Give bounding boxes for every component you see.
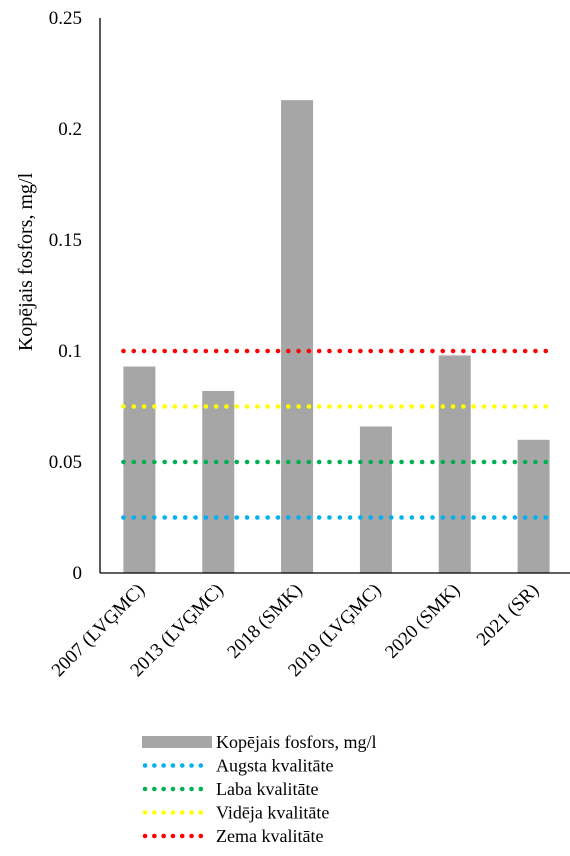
axes (99, 18, 570, 574)
x-tick-label: 2020 (SMK) (381, 580, 464, 663)
x-tick-label: 2021 (SR) (473, 580, 543, 650)
legend: Kopējais fosfors, mg/l Augsta kvalitāte La… (142, 732, 376, 846)
legend-label: Vidēja kvalitāte (216, 803, 329, 823)
legend-swatch-bar (142, 736, 212, 748)
bar (517, 439, 550, 573)
x-tick-label: 2018 (SMK) (223, 580, 306, 663)
legend-label: Zema kvalitāte (216, 826, 323, 846)
y-tick-label: 0 (73, 563, 83, 584)
legend-label: Kopējais fosfors, mg/l (216, 732, 376, 752)
legend-label: Laba kvalitāte (216, 779, 318, 799)
bar (359, 426, 392, 573)
y-tick-labels: 0 0.05 0.1 0.15 0.2 0.25 (49, 8, 82, 584)
bars (123, 100, 550, 573)
bar (281, 100, 314, 573)
legend-label: Augsta kvalitāte (216, 756, 333, 776)
y-tick-label: 0.2 (58, 119, 82, 140)
reference-lines (121, 348, 552, 520)
y-tick-label: 0.25 (49, 8, 82, 29)
y-tick-label: 0.15 (49, 230, 82, 251)
bar (123, 366, 156, 573)
y-axis-title: Kopējais fosfors, mg/l (15, 172, 37, 351)
y-tick-label: 0.1 (58, 341, 82, 362)
bar (202, 390, 235, 573)
x-tick-labels: 2007 (LVĢMC)2013 (LVĢMC)2018 (SMK)2019 (… (48, 580, 543, 681)
bar (438, 355, 471, 573)
y-tick-label: 0.05 (49, 452, 82, 473)
